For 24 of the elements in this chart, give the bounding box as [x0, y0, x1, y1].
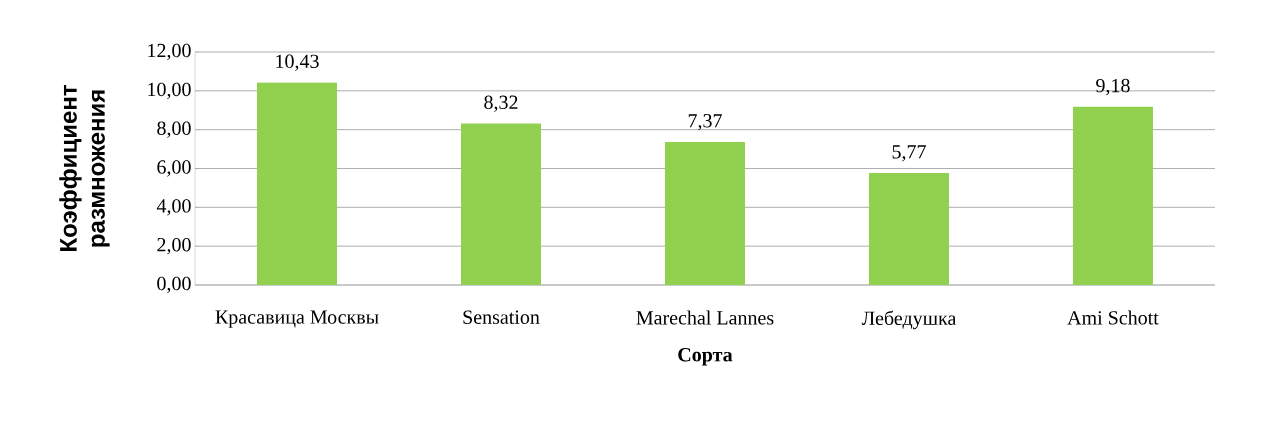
bar: [461, 123, 541, 285]
bar: [1072, 106, 1153, 285]
data-label: 9,18: [1096, 78, 1130, 96]
data-label: 7,37: [688, 114, 722, 131]
y-tick-label: 4,00: [156, 199, 191, 216]
data-label: 5,77: [892, 145, 926, 162]
x-tick-label: Лебедушка: [861, 310, 957, 330]
y-axis-title: Коэффициент размножения: [59, 85, 110, 251]
x-tick-label: Ami Schott: [1067, 310, 1159, 325]
bar: [868, 172, 949, 285]
x-tick-label: Marechal Lannes: [636, 310, 774, 325]
y-tick-label: 8,00: [157, 121, 191, 138]
x-axis-title: Сорта: [678, 348, 733, 366]
x-tick-label: Sensation: [463, 310, 540, 324]
y-tick-label: 10,00: [148, 82, 191, 100]
bar: [664, 141, 745, 285]
y-tick-label: 12,00: [148, 43, 191, 61]
bar: [257, 82, 338, 285]
y-tick-label: 2,00: [157, 237, 191, 255]
y-tick-label: 6,00: [157, 160, 191, 177]
data-label: 8,32: [484, 95, 518, 112]
x-tick-label: Красавица Москвы: [215, 310, 379, 328]
y-tick-label: 0,00: [157, 276, 191, 294]
data-label: 10,43: [276, 54, 319, 71]
